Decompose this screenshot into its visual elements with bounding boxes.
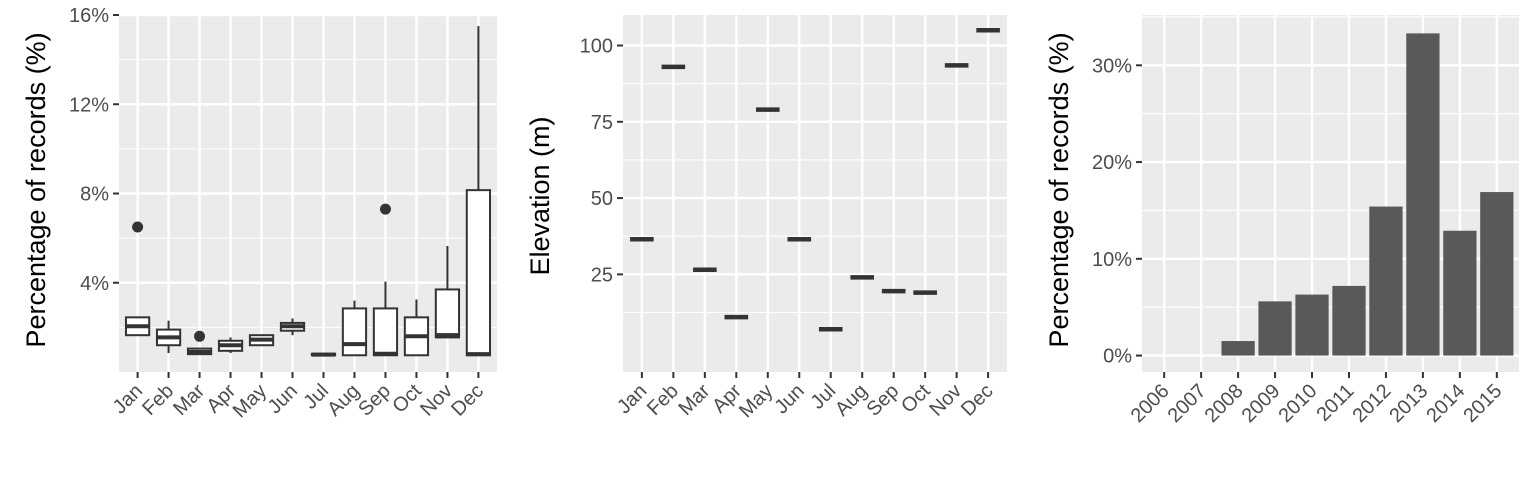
y-tick-label: 8% bbox=[80, 184, 109, 206]
y-tick-label: 0% bbox=[1103, 346, 1132, 368]
y-tick-label: 12% bbox=[69, 94, 109, 116]
x-tick-label: Jun bbox=[770, 380, 808, 418]
x-tick-label: Oct bbox=[897, 380, 935, 418]
panel1-y-axis-title: Percentage of records (%) bbox=[21, 32, 51, 347]
y-tick-label: 50 bbox=[591, 188, 613, 210]
x-tick-label: 2012 bbox=[1348, 380, 1395, 427]
y-tick-label: 25 bbox=[591, 264, 613, 286]
box-outlier-point bbox=[379, 203, 391, 215]
yearly-percentage-bar-panel: 0%10%20%30%20062007200820092010201120122… bbox=[1092, 15, 1519, 427]
x-tick-label: Jan bbox=[109, 380, 147, 418]
x-tick-label: Dec bbox=[447, 380, 488, 421]
bar-2015 bbox=[1480, 192, 1514, 356]
bar-2008 bbox=[1221, 341, 1255, 356]
y-tick-label: 75 bbox=[591, 112, 613, 134]
x-tick-label: Jun bbox=[264, 380, 302, 418]
bar-2014 bbox=[1443, 230, 1477, 356]
x-tick-label: Mar bbox=[674, 380, 714, 420]
x-tick-label: 2007 bbox=[1164, 380, 1211, 427]
bar-2012 bbox=[1369, 206, 1403, 356]
x-tick-label: Feb bbox=[138, 380, 178, 420]
bar-2010 bbox=[1295, 294, 1329, 356]
x-tick-label: Oct bbox=[388, 380, 426, 418]
box-outlier-point bbox=[194, 330, 206, 342]
x-tick-label: 2010 bbox=[1275, 380, 1322, 427]
panel2-y-axis-title: Elevation (m) bbox=[525, 116, 555, 275]
x-tick-label: 2008 bbox=[1201, 380, 1248, 427]
y-tick-label: 100 bbox=[580, 36, 613, 58]
elevation-by-month-panel: 255075100JanFebMarAprMayJunJulAugSepOctN… bbox=[580, 15, 1007, 422]
x-tick-label: 2011 bbox=[1313, 380, 1359, 426]
x-tick-label: Aug bbox=[831, 380, 872, 421]
box-iqr-dec bbox=[465, 189, 492, 357]
monthly-percentage-boxplot-panel: 4%8%12%16%JanFebMarAprMayJunJulAugSepOct… bbox=[69, 5, 497, 422]
y-tick-label: 20% bbox=[1092, 152, 1132, 174]
x-tick-label: 2015 bbox=[1459, 380, 1506, 427]
box-iqr-nov bbox=[434, 288, 461, 339]
x-tick-label: 2013 bbox=[1385, 380, 1432, 427]
y-tick-label: 16% bbox=[69, 5, 109, 27]
y-tick-label: 30% bbox=[1092, 55, 1132, 77]
x-tick-label: 2006 bbox=[1127, 380, 1174, 427]
x-tick-label: Sep bbox=[862, 380, 903, 421]
panel3-y-axis-title: Percentage of records (%) bbox=[1044, 32, 1074, 347]
bar-2013 bbox=[1406, 33, 1440, 356]
y-tick-label: 4% bbox=[80, 273, 109, 295]
bar-2011 bbox=[1332, 285, 1366, 356]
x-tick-label: Dec bbox=[957, 380, 998, 421]
x-tick-label: Nov bbox=[925, 380, 966, 421]
x-tick-label: 2009 bbox=[1238, 380, 1285, 427]
box-iqr-sep bbox=[372, 307, 399, 357]
y-tick-label: 10% bbox=[1092, 249, 1132, 271]
box-outlier-point bbox=[132, 221, 144, 233]
x-tick-label: Jan bbox=[613, 380, 651, 418]
bar-2009 bbox=[1258, 301, 1292, 356]
x-tick-label: 2014 bbox=[1422, 380, 1469, 427]
box-iqr-aug bbox=[341, 307, 368, 357]
x-tick-label: Feb bbox=[643, 380, 683, 420]
